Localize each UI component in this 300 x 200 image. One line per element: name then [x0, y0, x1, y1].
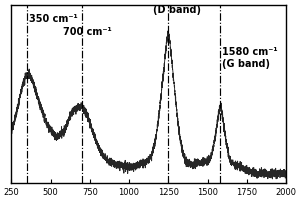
- Text: 700 cm⁻¹: 700 cm⁻¹: [63, 27, 112, 37]
- Text: (D band): (D band): [153, 5, 201, 15]
- Text: 1580 cm⁻¹
(G band): 1580 cm⁻¹ (G band): [223, 47, 278, 69]
- Text: 350 cm⁻¹: 350 cm⁻¹: [29, 14, 78, 24]
